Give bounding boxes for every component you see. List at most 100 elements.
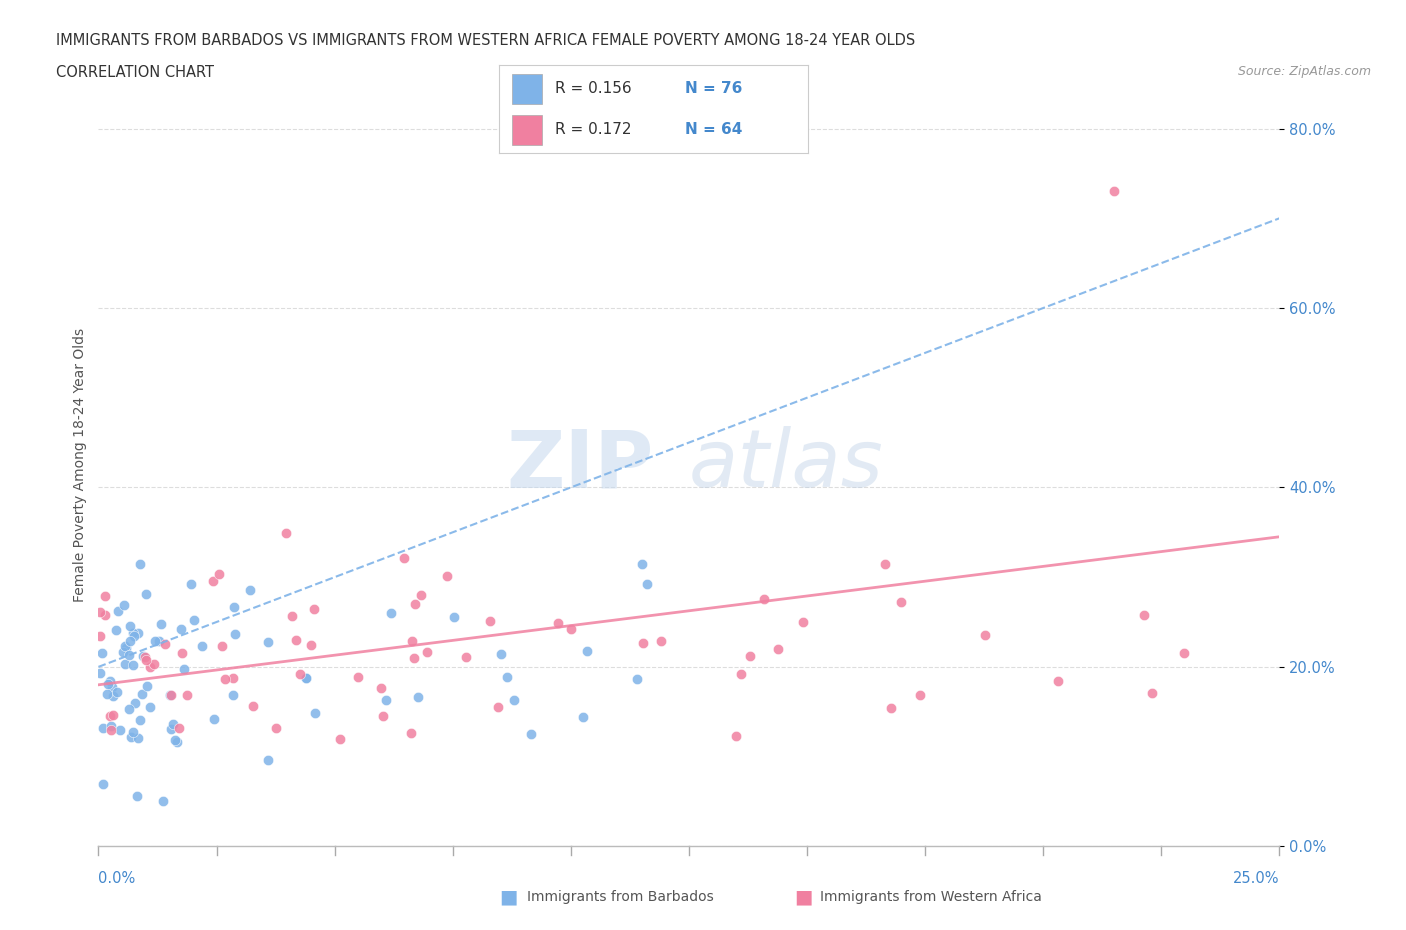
Point (443, 609, 465, 624)
Point (103, 707, 125, 722)
Point (134, 649, 156, 664)
Point (730, 667, 752, 682)
Point (89, 604, 111, 619)
Point (155, 637, 177, 652)
Point (370, 681, 392, 696)
Point (239, 582, 262, 597)
Point (135, 653, 157, 668)
Point (222, 688, 245, 703)
Point (112, 597, 135, 612)
Point (167, 721, 190, 736)
Point (626, 672, 648, 687)
Point (392, 551, 415, 565)
Text: 25.0%: 25.0% (1233, 871, 1279, 886)
Point (650, 634, 672, 649)
Point (170, 622, 193, 637)
Point (112, 644, 135, 659)
Point (547, 616, 569, 631)
Point (121, 626, 143, 641)
Point (202, 711, 225, 726)
Point (91, 777, 114, 791)
Point (100, 723, 122, 737)
Text: IMMIGRANTS FROM BARBADOS VS IMMIGRANTS FROM WESTERN AFRICA FEMALE POVERTY AMONG : IMMIGRANTS FROM BARBADOS VS IMMIGRANTS F… (56, 33, 915, 47)
Point (114, 639, 136, 654)
Point (125, 789, 148, 804)
Point (162, 717, 184, 732)
Point (98, 709, 121, 724)
Point (257, 635, 280, 650)
Point (404, 596, 426, 611)
Point (496, 669, 519, 684)
Point (201, 574, 224, 589)
Text: atlas: atlas (689, 426, 884, 504)
Point (211, 639, 233, 654)
Point (183, 613, 205, 628)
Text: Immigrants from Barbados: Immigrants from Barbados (527, 889, 714, 904)
Point (135, 587, 157, 602)
Point (118, 633, 141, 648)
Point (264, 721, 287, 736)
Point (436, 568, 458, 583)
Point (127, 731, 149, 746)
Point (503, 693, 526, 708)
Point (96, 686, 118, 701)
Point (160, 687, 183, 702)
Point (792, 614, 814, 629)
Point (1047, 673, 1070, 688)
Point (118, 647, 141, 662)
Text: Immigrants from Western Africa: Immigrants from Western Africa (820, 889, 1042, 904)
Point (105, 623, 128, 638)
Point (752, 591, 775, 606)
Point (138, 659, 160, 674)
Point (1173, 645, 1195, 660)
Point (224, 627, 246, 642)
Point (302, 602, 325, 617)
Point (145, 633, 167, 648)
Point (375, 693, 398, 708)
Point (89, 628, 111, 643)
Point (117, 701, 139, 716)
Point (98, 673, 121, 688)
Point (124, 696, 146, 711)
Point (108, 723, 131, 737)
Point (91, 720, 114, 735)
Point (190, 639, 212, 654)
Point (575, 644, 598, 658)
Point (180, 577, 202, 591)
Point (114, 641, 136, 656)
Y-axis label: Female Poverty Among 18-24 Year Olds: Female Poverty Among 18-24 Year Olds (73, 328, 87, 602)
Point (908, 688, 931, 703)
Point (97, 677, 120, 692)
Text: 0.0%: 0.0% (98, 871, 135, 886)
Text: CORRELATION CHART: CORRELATION CHART (56, 65, 214, 80)
Point (295, 671, 318, 685)
Point (1140, 685, 1163, 700)
Point (636, 577, 658, 591)
Point (766, 642, 789, 657)
Point (409, 588, 432, 603)
Point (176, 687, 198, 702)
Point (304, 706, 326, 721)
Point (224, 600, 246, 615)
Point (402, 651, 425, 666)
Point (152, 794, 174, 809)
Point (100, 719, 122, 734)
Point (214, 672, 236, 687)
Text: ■: ■ (499, 887, 517, 906)
Point (173, 662, 195, 677)
Text: ■: ■ (794, 887, 813, 906)
Point (454, 650, 477, 665)
Point (122, 629, 145, 644)
Point (416, 644, 439, 659)
Point (159, 687, 181, 702)
Point (120, 729, 142, 744)
Point (299, 638, 322, 653)
Point (276, 525, 298, 540)
Point (631, 557, 654, 572)
Point (478, 614, 501, 629)
Point (401, 725, 423, 740)
Point (107, 604, 129, 618)
Point (572, 710, 595, 724)
Point (131, 687, 153, 702)
Point (150, 617, 173, 631)
